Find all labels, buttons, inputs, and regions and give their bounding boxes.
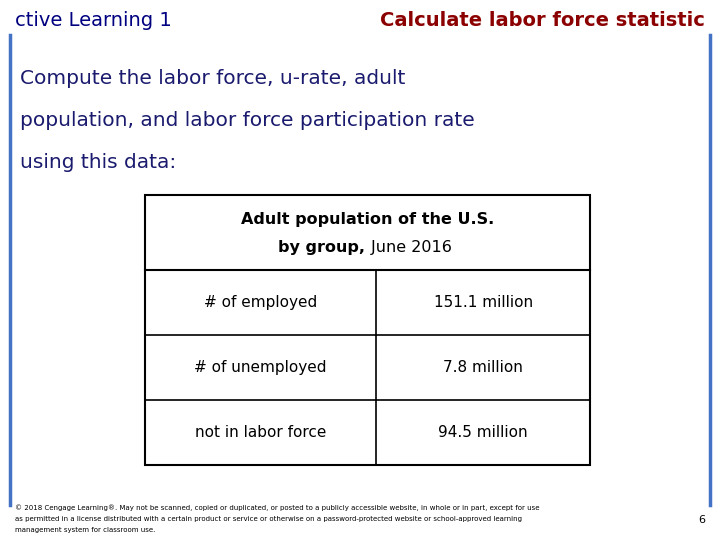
Text: by group,: by group, bbox=[279, 240, 366, 255]
Text: 151.1 million: 151.1 million bbox=[433, 295, 533, 310]
Text: 6: 6 bbox=[698, 515, 705, 525]
Text: population, and labor force participation rate: population, and labor force participatio… bbox=[20, 111, 474, 130]
Text: Compute the labor force, u-rate, adult: Compute the labor force, u-rate, adult bbox=[20, 69, 405, 87]
Text: as permitted in a license distributed with a certain product or service or other: as permitted in a license distributed wi… bbox=[15, 516, 522, 522]
Text: # of unemployed: # of unemployed bbox=[194, 360, 327, 375]
Text: # of employed: # of employed bbox=[204, 295, 318, 310]
Text: Adult population of the U.S.: Adult population of the U.S. bbox=[241, 212, 494, 227]
Text: © 2018 Cengage Learning®. May not be scanned, copied or duplicated, or posted to: © 2018 Cengage Learning®. May not be sca… bbox=[15, 505, 539, 511]
Text: ctive Learning 1: ctive Learning 1 bbox=[15, 10, 172, 30]
Text: 7.8 million: 7.8 million bbox=[444, 360, 523, 375]
Text: 94.5 million: 94.5 million bbox=[438, 425, 528, 440]
Text: management system for classroom use.: management system for classroom use. bbox=[15, 527, 156, 533]
Text: June 2016: June 2016 bbox=[366, 240, 451, 255]
Text: using this data:: using this data: bbox=[20, 152, 176, 172]
Text: not in labor force: not in labor force bbox=[195, 425, 326, 440]
Text: Calculate labor force statistic: Calculate labor force statistic bbox=[380, 10, 705, 30]
Bar bbox=[145, 195, 590, 465]
